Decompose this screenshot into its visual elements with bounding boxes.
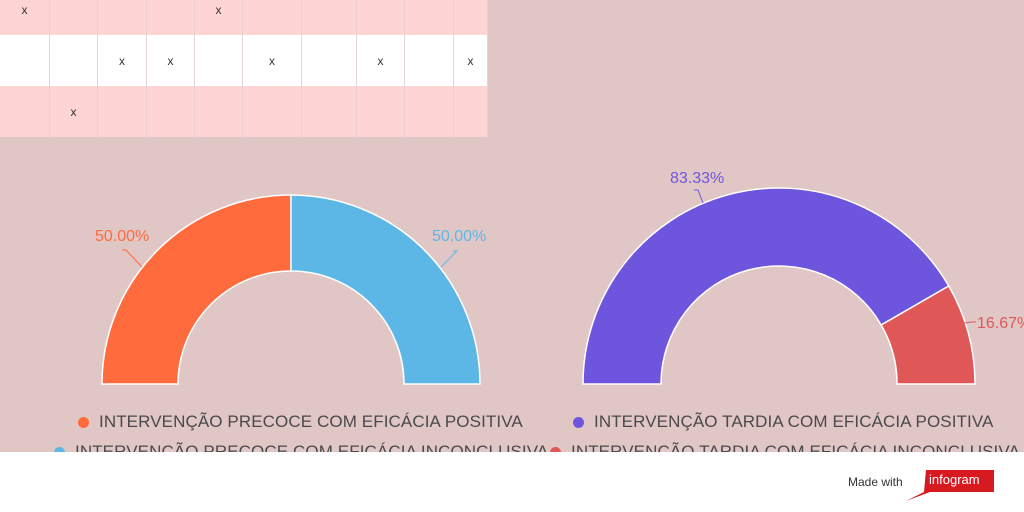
donut-slice[interactable] [880, 284, 976, 385]
data-label: 50.00% [432, 228, 486, 245]
data-label: 50.00% [95, 228, 149, 245]
infogram-logo-text: infogram [929, 472, 980, 487]
table-cell [357, 0, 405, 35]
table-cell [195, 35, 243, 86]
legend-dot [78, 416, 89, 428]
table-cell [147, 86, 195, 137]
donut-slice[interactable] [101, 194, 292, 385]
table-cell [50, 35, 98, 86]
table-cell [357, 86, 405, 137]
table-cell [405, 86, 454, 137]
table-row: x [0, 86, 488, 137]
table-cell [454, 0, 488, 35]
legend-item-early-positive[interactable]: INTERVENÇÃO PRECOCE COM EFICÁCIA POSITIV… [78, 412, 523, 432]
made-with-text: Made with [848, 475, 903, 489]
charts-area: 50.00% 50.00% 83.33% 16.67% [95, 170, 1024, 385]
table-cell [50, 0, 98, 35]
table-cell [405, 0, 454, 35]
table-cell [302, 0, 357, 35]
table-cell: x [454, 35, 488, 86]
table-cell: x [147, 35, 195, 86]
table-cell [195, 86, 243, 137]
infogram-logo-shape [906, 470, 994, 501]
table-cell [0, 35, 50, 86]
semi-donut-chart-early: 50.00% 50.00% [95, 194, 486, 385]
table-cell: x [98, 35, 147, 86]
data-label-leader [963, 321, 976, 324]
legend-dot [54, 446, 65, 452]
data-label-leader [440, 250, 459, 268]
data-label-leader [122, 249, 143, 268]
legend-label: INTERVENÇÃO TARDIA COM EFICÁCIA INCONCLU… [571, 442, 1020, 452]
table-cell [302, 86, 357, 137]
legend-label: INTERVENÇÃO PRECOCE COM EFICÁCIA INCONCL… [75, 442, 549, 452]
data-label-leader [694, 189, 704, 204]
legend-label: INTERVENÇÃO TARDIA COM EFICÁCIA POSITIVA [594, 412, 994, 431]
table-cell [98, 0, 147, 35]
table-cell [0, 86, 50, 137]
table-cell: x [50, 86, 98, 137]
legend-dot [550, 446, 561, 452]
table-cell [243, 86, 302, 137]
table-cell [302, 35, 357, 86]
table-cell [243, 0, 302, 35]
footer: Made with [0, 452, 1024, 512]
table-cell: x [357, 35, 405, 86]
table-cell: x [195, 0, 243, 35]
donut-slice[interactable] [290, 194, 481, 385]
legend-item-late-positive[interactable]: INTERVENÇÃO TARDIA COM EFICÁCIA POSITIVA [573, 412, 993, 432]
table-cell [405, 35, 454, 86]
donut-slice[interactable] [582, 187, 950, 385]
table-cell [98, 86, 147, 137]
table-cell: x [243, 35, 302, 86]
table-cell: x [0, 0, 50, 35]
legend-item-late-inconclusive[interactable]: INTERVENÇÃO TARDIA COM EFICÁCIA INCONCLU… [550, 442, 1020, 452]
infogram-logo[interactable] [906, 470, 996, 502]
data-label: 16.67% [977, 315, 1024, 332]
data-label: 83.33% [670, 170, 724, 187]
legend-label: INTERVENÇÃO PRECOCE COM EFICÁCIA POSITIV… [99, 412, 523, 431]
legend-dot [573, 416, 584, 428]
legend-item-early-inconclusive[interactable]: INTERVENÇÃO PRECOCE COM EFICÁCIA INCONCL… [54, 442, 548, 452]
semi-donut-chart-late: 83.33% 16.67% [582, 170, 1024, 385]
table-cell [454, 86, 488, 137]
table-cell [147, 0, 195, 35]
